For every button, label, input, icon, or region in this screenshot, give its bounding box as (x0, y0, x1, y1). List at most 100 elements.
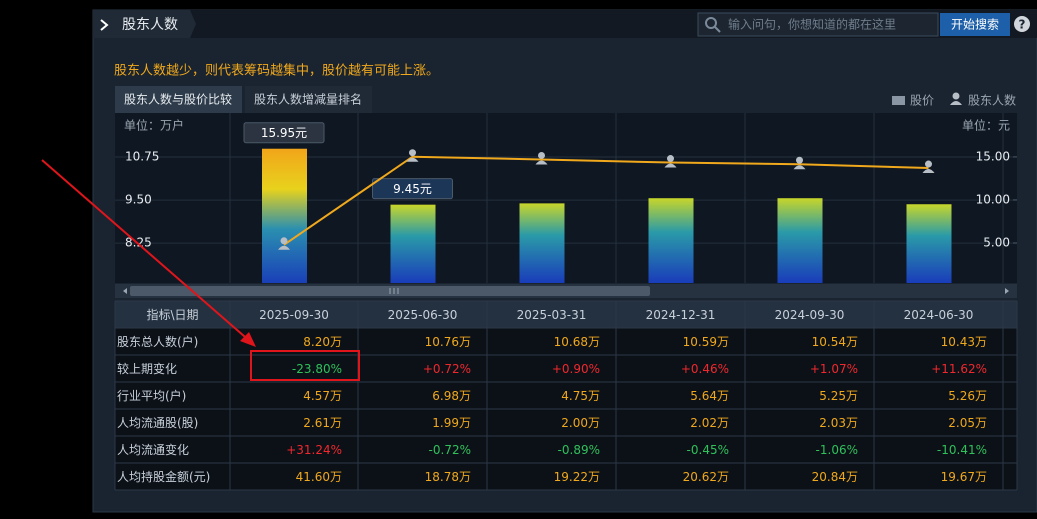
y-axis-unit: 单位：万户 (124, 118, 184, 133)
legend-label: 股价 (910, 94, 934, 108)
person-head (409, 149, 416, 157)
bar (262, 148, 307, 283)
header-title: 股东人数 (122, 17, 178, 33)
person-head (538, 151, 545, 159)
search-icon-handle (714, 26, 721, 33)
table-cell: 2.61万 (303, 416, 342, 430)
bar (906, 204, 952, 283)
table-cell: 10.43万 (941, 335, 987, 349)
table: 指标\日期 2025-09-30 2025-06-30 2025-03-31 2024-… (114, 300, 1018, 491)
y-tick-label: 10.75 (125, 150, 159, 164)
scroll-grip (389, 288, 399, 294)
y-tick-label: 8.25 (125, 236, 152, 250)
line-marker (664, 155, 677, 168)
legend-swatch (950, 92, 962, 105)
person-head (796, 156, 803, 164)
y-tick-label: 9.50 (125, 193, 152, 207)
line-marker (535, 151, 548, 165)
help-label: ? (1019, 18, 1026, 32)
person-body (278, 245, 290, 250)
table-cell: 5.26万 (948, 389, 987, 403)
notice: 股东人数越少，则代表筹码越集中，股价越有可能上涨。 (114, 63, 439, 79)
row-label: 人均流通变化 (117, 442, 189, 457)
table-cell: 19.67万 (941, 470, 987, 484)
y2-tick-label: 15.00 (976, 149, 1010, 163)
table-header: 2024-06-30 (904, 308, 974, 322)
line-marker (278, 237, 290, 250)
person-body (950, 101, 962, 105)
table-row-bg (115, 382, 1017, 409)
title-tab (93, 10, 196, 38)
row-label: 人均持股金额(元) (117, 469, 210, 484)
bar (390, 204, 436, 283)
person-body (922, 169, 935, 174)
table-cell: 5.64万 (690, 389, 729, 403)
chevron (100, 19, 109, 31)
table-header: 2025-03-31 (517, 308, 587, 322)
column-grid (229, 113, 1004, 283)
value-label-box (243, 122, 325, 144)
legend-label: 股东人数 (968, 93, 1016, 108)
table-cell: +0.72% (423, 362, 471, 376)
table-cell: 20.84万 (812, 470, 858, 484)
line-marker (406, 149, 419, 162)
value-label-box (372, 178, 453, 200)
row-label: 较上期变化 (117, 361, 177, 376)
table-header: 2025-09-30 (259, 308, 329, 322)
line (283, 155, 929, 246)
table-row-bg (115, 463, 1017, 490)
table-row-bg (115, 409, 1017, 436)
table-header: 2024-12-31 (646, 308, 716, 322)
table-cell: 2.02万 (690, 416, 729, 430)
table-cell: -10.41% (937, 443, 987, 457)
table-cell: 10.59万 (683, 335, 729, 349)
table-cell: 5.25万 (819, 389, 858, 403)
search-icon (705, 17, 717, 29)
person-head (667, 155, 674, 163)
table-cell: +1.07% (810, 362, 858, 376)
table-cell: +11.62% (931, 362, 987, 376)
person-body (664, 163, 677, 168)
row-label: 人均流通股(股) (117, 416, 198, 430)
table-cell: 6.98万 (432, 389, 471, 403)
table-cell: 20.62万 (683, 470, 729, 484)
tab-label: 股东人数增减量排名 (254, 92, 362, 107)
table-cell: +0.46% (681, 362, 729, 376)
search-button-label: 开始搜索 (951, 17, 999, 32)
table-row-bg (115, 355, 1017, 382)
table-cell: -0.89% (558, 443, 600, 457)
tab-active[interactable] (115, 86, 242, 113)
table-cell: 4.75万 (561, 389, 600, 403)
table-header: 2024-09-30 (775, 308, 845, 322)
person-body (406, 157, 419, 162)
line-marker (922, 160, 935, 174)
help-icon[interactable] (1014, 16, 1030, 32)
table-cell: 4.57万 (303, 389, 342, 403)
row-label: 行业平均(户) (117, 388, 186, 403)
table-header: 2025-06-30 (388, 308, 458, 322)
search-button[interactable] (940, 13, 1010, 36)
table-cell: 10.76万 (425, 335, 471, 349)
table-cell: -0.72% (429, 443, 471, 457)
value-label: 9.45元 (393, 182, 432, 196)
search-box[interactable] (697, 12, 939, 37)
table-header: 指标\日期 (146, 307, 198, 322)
tab-label: 股东人数与股价比较 (124, 92, 232, 107)
table-cell: +31.24% (286, 443, 342, 457)
table-cell: 2.05万 (948, 416, 987, 430)
table-cell: 10.54万 (812, 335, 858, 349)
search-placeholder: 输入问句，你想知道的都在这里 (728, 17, 896, 32)
tab[interactable] (245, 86, 372, 113)
person-head (280, 237, 288, 245)
legend-swatch (892, 96, 905, 105)
table-cell: 10.68万 (554, 335, 600, 349)
table-cell: 18.78万 (425, 470, 471, 484)
table-cell: -23.80% (292, 362, 342, 376)
y2-tick-label: 10.00 (976, 192, 1010, 206)
highlight-box (250, 350, 360, 381)
table-cell: 8.20万 (303, 335, 342, 349)
bar (648, 198, 694, 283)
table-cell: 41.60万 (296, 470, 342, 484)
y2-axis-unit: 单位：元 (962, 118, 1010, 133)
